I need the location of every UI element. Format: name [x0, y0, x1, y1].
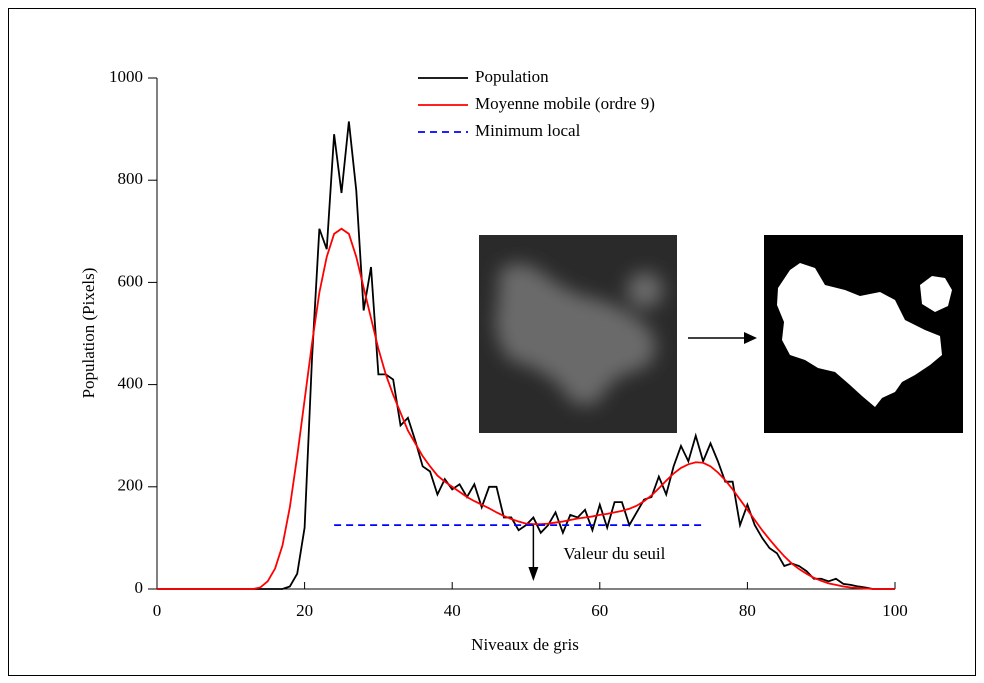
x-axis-label: Niveaux de gris	[471, 635, 579, 654]
legend-label: Moyenne mobile (ordre 9)	[475, 94, 655, 113]
y-axis-label: Population (Pixels)	[79, 268, 98, 399]
x-tick-label: 60	[591, 601, 608, 620]
y-tick-label: 200	[118, 476, 144, 495]
y-tick-label: 1000	[109, 67, 143, 86]
x-tick-label: 20	[296, 601, 313, 620]
y-tick-label: 600	[118, 271, 144, 290]
x-tick-label: 100	[882, 601, 908, 620]
series-line	[157, 227, 895, 590]
x-tick-label: 40	[444, 601, 461, 620]
annotation-arrowhead	[528, 567, 539, 581]
legend-label: Population	[475, 67, 549, 86]
legend-label: Minimum local	[475, 121, 581, 140]
x-tick-label: 0	[153, 601, 162, 620]
y-tick-label: 800	[118, 169, 144, 188]
binary-image	[764, 235, 963, 433]
series-line	[157, 121, 895, 590]
y-tick-label: 400	[118, 374, 144, 393]
x-tick-label: 80	[739, 601, 756, 620]
gray-image	[479, 235, 677, 433]
y-tick-label: 0	[135, 578, 144, 597]
inset-arrowhead	[744, 332, 757, 344]
annotation-text: Valeur du seuil	[563, 544, 665, 563]
frame	[8, 8, 976, 676]
